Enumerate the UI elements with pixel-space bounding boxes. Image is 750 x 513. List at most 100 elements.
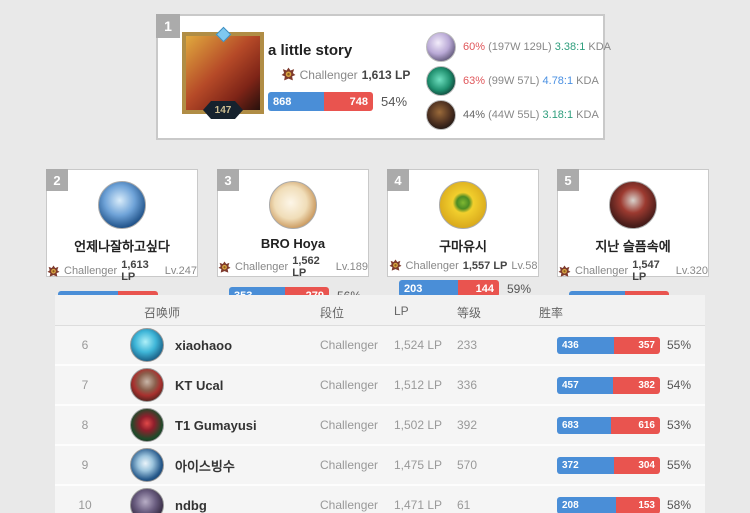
row-level: 570 xyxy=(457,458,478,472)
challenger-crest-icon xyxy=(47,265,60,277)
table-row[interactable]: 6 xiaohaoo Challenger 1,524 LP 233 436 3… xyxy=(55,326,705,366)
winloss-bar: 208 153 xyxy=(557,496,660,513)
row-winloss: 436 357 55% xyxy=(539,336,692,354)
champion-winrate: 63% xyxy=(463,75,486,87)
summoner-name[interactable]: 구마유시 xyxy=(439,239,487,254)
champion-kda: 3.18:1 xyxy=(542,109,574,121)
winrate-value: 54% xyxy=(381,94,408,109)
winloss-bar: 436 357 xyxy=(557,336,660,354)
summoner-name[interactable]: BRO Hoya xyxy=(260,236,326,251)
champion-record: (44W 55L) xyxy=(488,109,540,121)
champion-stat-row[interactable]: 63% (99W 57L) 4.78:1 KDA xyxy=(426,66,611,96)
rank1-summoner-name[interactable]: a little story xyxy=(268,42,353,59)
winrate-value: 58% xyxy=(667,498,692,512)
summoner-name[interactable]: T1 Gumayusi xyxy=(175,417,257,433)
row-lp: 1,502 LP xyxy=(394,418,443,432)
summoner-name[interactable]: KT Ucal xyxy=(175,377,224,393)
champion-stat-row[interactable]: 44% (44W 55L) 3.18:1 KDA xyxy=(426,100,611,130)
summoner-avatar xyxy=(130,368,164,402)
summoner-level-badge: 147 xyxy=(203,101,243,119)
wins-segment: 868 xyxy=(268,92,325,111)
losses-segment: 616 xyxy=(611,416,660,434)
row-lp: 1,471 LP xyxy=(394,498,443,512)
summoner-name[interactable]: 지난 슬픔속에 xyxy=(595,239,671,254)
table-row[interactable]: 8 T1 Gumayusi Challenger 1,502 LP 392 68… xyxy=(55,406,705,446)
tier-line: Challenger 1,562 LP Lv.189 xyxy=(218,255,368,279)
kda-label: KDA xyxy=(588,41,612,53)
rank-badge: 3 xyxy=(217,169,239,191)
row-level: 336 xyxy=(457,378,478,392)
champion-kda: 3.38:1 xyxy=(554,41,586,53)
header-winrate: 胜率 xyxy=(539,306,564,320)
rank1-champion-stats: 60% (197W 129L) 3.38:1 KDA 63% (99W 57L)… xyxy=(426,32,612,135)
level-value: Lv.247 xyxy=(164,265,197,277)
header-level: 等级 xyxy=(457,306,482,320)
row-level: 61 xyxy=(457,498,471,512)
challenger-crest-icon xyxy=(558,265,571,277)
winloss-bar: 203 144 xyxy=(399,280,499,297)
winrate-value: 55% xyxy=(667,458,692,472)
wins-segment: 457 xyxy=(557,376,614,394)
champion-icon xyxy=(426,32,456,62)
row-tier: Challenger xyxy=(320,458,379,472)
summoner-name[interactable]: xiaohaoo xyxy=(175,337,233,353)
kda-label: KDA xyxy=(576,109,599,121)
challenger-crest-icon xyxy=(281,67,295,81)
winloss-bar: 457 382 xyxy=(557,376,660,394)
champion-winrate: 44% xyxy=(463,109,486,121)
row-rank: 8 xyxy=(81,418,89,432)
winrate-value: 53% xyxy=(667,418,692,432)
winrate-value: 59% xyxy=(507,281,532,296)
table-row[interactable]: 10 ndbg Challenger 1,471 LP 61 208 153 5… xyxy=(55,486,705,513)
rank1-card[interactable]: 1 147 a little story Challenger 1,613 LP… xyxy=(156,14,611,140)
champion-stat-row[interactable]: 60% (197W 129L) 3.38:1 KDA xyxy=(426,32,612,62)
rank1-winloss: 868 748 54% xyxy=(268,92,423,111)
row-lp: 1,512 LP xyxy=(394,378,443,392)
level-value: Lv.320 xyxy=(675,265,708,277)
challenger-crest-icon xyxy=(218,261,231,273)
summoner-name[interactable]: 언제나잘하고싶다 xyxy=(74,239,170,254)
table-row[interactable]: 9 아이스빙수 Challenger 1,475 LP 570 372 304 … xyxy=(55,446,705,486)
winrate-value: 55% xyxy=(667,338,692,352)
losses-segment: 357 xyxy=(613,336,660,354)
lp-value: 1,562 LP xyxy=(292,255,320,279)
rank1-badge: 1 xyxy=(156,14,180,38)
row-winloss: 457 382 54% xyxy=(539,376,692,394)
row-tier: Challenger xyxy=(320,338,379,352)
top-rank-card[interactable]: 2 언제나잘하고싶다 Challenger 1,613 LP Lv.247 23… xyxy=(46,169,198,308)
top-rank-card[interactable]: 3 BRO Hoya Challenger 1,562 LP Lv.189 35… xyxy=(217,169,369,304)
level-value: Lv.58 xyxy=(511,259,538,272)
summoner-avatar xyxy=(130,408,164,442)
rank1-summoner-avatar: 147 xyxy=(182,26,264,119)
summoner-avatar xyxy=(98,181,146,229)
lp-value: 1,547 LP xyxy=(632,259,660,283)
table-row[interactable]: 7 KT Ucal Challenger 1,512 LP 336 457 38… xyxy=(55,366,705,406)
lp-value: 1,613 LP xyxy=(121,259,149,283)
ranking-table: 召唤师 段位 LP 等级 胜率 6 xiaohaoo Challenger 1,… xyxy=(55,295,705,513)
row-tier: Challenger xyxy=(320,378,379,392)
tier-line: Challenger 1,613 LP Lv.247 xyxy=(47,259,197,283)
level-value: Lv.189 xyxy=(335,261,368,273)
tier-label: Challenger xyxy=(235,261,289,273)
winrate-value: 54% xyxy=(667,378,692,392)
tier-label: Challenger xyxy=(64,265,118,277)
row-rank: 9 xyxy=(81,458,89,472)
top-rank-card[interactable]: 5 지난 슬픔속에 Challenger 1,547 LP Lv.320 399… xyxy=(557,169,709,308)
losses-segment: 144 xyxy=(457,280,499,297)
summoner-avatar xyxy=(609,181,657,229)
rank-badge: 5 xyxy=(557,169,579,191)
winloss-bar: 683 616 xyxy=(557,416,660,434)
tier-line: Challenger 1,557 LP Lv.58 xyxy=(388,259,538,272)
summoner-name[interactable]: 아이스빙수 xyxy=(175,458,235,474)
lp-value: 1,613 LP xyxy=(361,67,411,82)
champion-kda: 4.78:1 xyxy=(542,75,574,87)
wins-segment: 208 xyxy=(557,496,617,513)
summoner-name[interactable]: ndbg xyxy=(175,497,207,513)
rank-badge: 2 xyxy=(46,169,68,191)
winloss-bar: 372 304 xyxy=(557,456,660,474)
top-rank-card[interactable]: 4 구마유시 Challenger 1,557 LP Lv.58 203 144… xyxy=(387,169,539,297)
summoner-avatar xyxy=(130,488,164,513)
summoner-avatar xyxy=(269,181,317,229)
losses-segment: 748 xyxy=(324,92,373,111)
champion-winrate: 60% xyxy=(463,41,486,53)
